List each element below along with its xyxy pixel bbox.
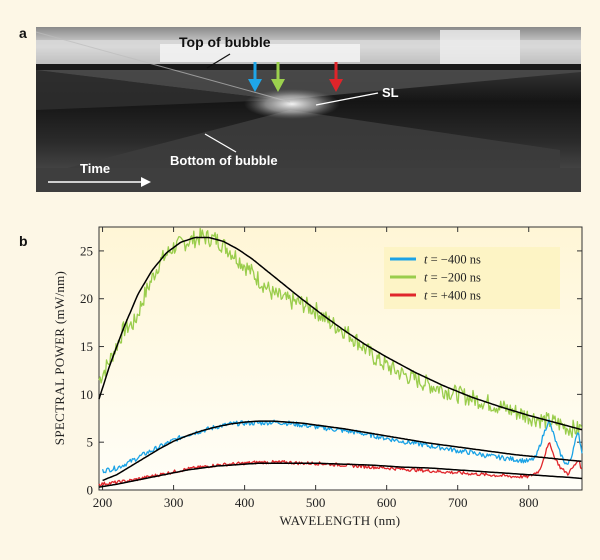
time-arrow-icon xyxy=(141,177,151,187)
sl-label: SL xyxy=(382,85,399,100)
annotation-bottom-of-bubble: Bottom of bubble xyxy=(170,133,278,168)
spectrum-chart: 0 5 10 15 20 25 200 300 400 500 600 700 800 t = −40… xyxy=(80,226,583,510)
annotation-time: Time xyxy=(48,161,151,187)
x-tick-label: 400 xyxy=(235,495,255,510)
x-tick-label: 800 xyxy=(519,495,539,510)
down-arrow-icon xyxy=(271,79,285,92)
y-tick-label: 10 xyxy=(80,387,93,402)
x-tick-label: 500 xyxy=(306,495,326,510)
panel-a-label: a xyxy=(19,25,27,41)
annotation-sl: SL xyxy=(315,85,399,106)
x-tick-label: 200 xyxy=(93,495,113,510)
annotation-top-of-bubble: Top of bubble xyxy=(179,34,271,69)
down-arrow-icon xyxy=(329,79,343,92)
x-tick-label: 700 xyxy=(448,495,468,510)
y-tick-label: 20 xyxy=(80,291,93,306)
legend-entry: t = −400 ns xyxy=(424,253,481,267)
timing-arrows xyxy=(248,62,343,92)
x-tick-label: 300 xyxy=(164,495,184,510)
panel-b-label: b xyxy=(19,233,28,249)
time-label: Time xyxy=(80,161,110,176)
y-tick-label: 0 xyxy=(87,483,94,498)
fit-curve-1 xyxy=(98,236,583,431)
y-tick-label: 5 xyxy=(87,435,94,450)
legend-entry: t = −200 ns xyxy=(424,271,481,285)
down-arrow-icon xyxy=(248,79,262,92)
series-line-1 xyxy=(98,227,583,439)
x-axis-title: WAVELENGTH (nm) xyxy=(280,513,401,528)
streak-image xyxy=(35,27,581,192)
y-tick-label: 15 xyxy=(80,339,93,354)
y-axis-title: SPECTRAL POWER (mW/nm) xyxy=(52,271,67,445)
fit-curve-0 xyxy=(102,420,582,482)
bottom-of-bubble-label: Bottom of bubble xyxy=(170,153,278,168)
fit-curve-2 xyxy=(98,462,583,488)
legend: t = −400 ns t = −200 ns t = +400 ns xyxy=(384,247,560,309)
y-tick-label: 25 xyxy=(80,243,93,258)
x-tick-label: 600 xyxy=(377,495,397,510)
legend-entry: t = +400 ns xyxy=(424,289,481,303)
top-of-bubble-label: Top of bubble xyxy=(179,34,271,50)
